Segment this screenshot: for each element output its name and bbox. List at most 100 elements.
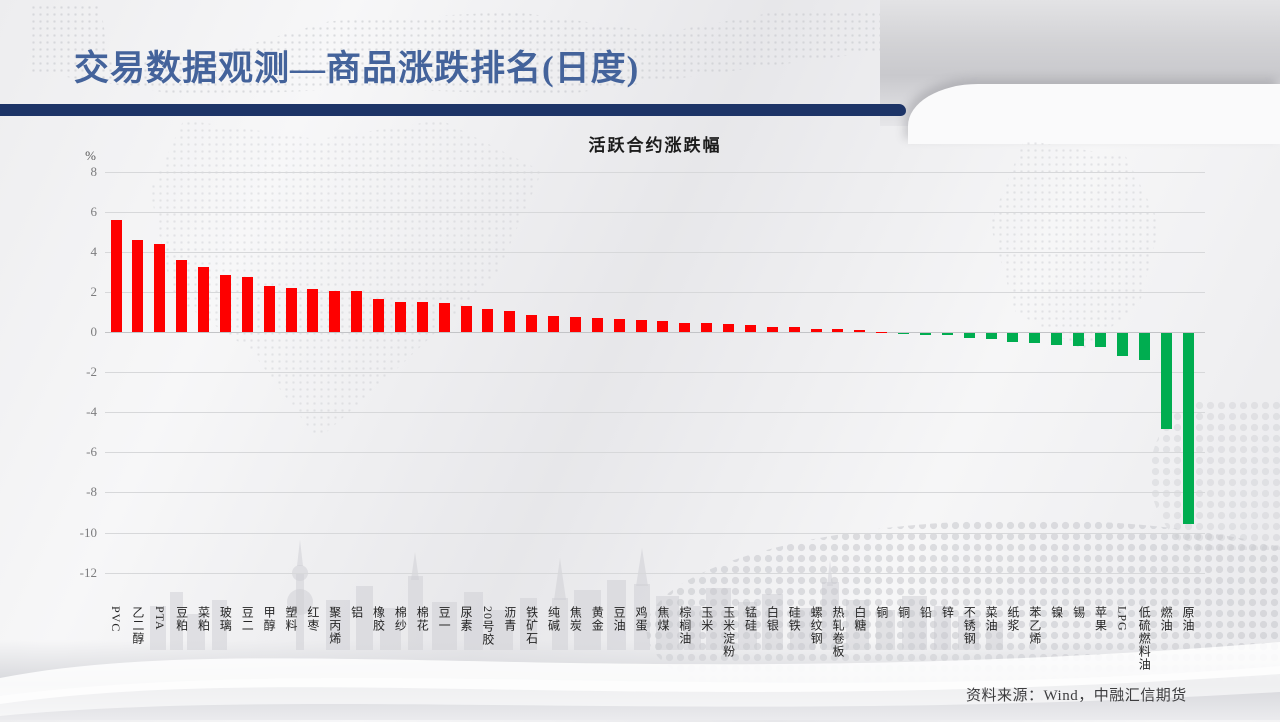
x-axis-label: 尿素 [458,606,474,722]
bar-聚丙烯 [329,291,340,332]
x-axis-label: 棉纱 [392,606,408,722]
x-axis-label: 锰硅 [742,606,758,722]
y-axis-tick-label: -6 [55,444,97,460]
gridline [105,212,1205,213]
gridline [105,492,1205,493]
y-axis-unit-label: % [60,148,96,164]
y-axis-tick-label: 0 [55,324,97,340]
x-axis-label: 纯碱 [546,606,562,722]
x-axis-label: 豆油 [611,606,627,722]
bar-尿素 [461,306,472,332]
bar-PVC [111,220,122,332]
gridline [105,372,1205,373]
x-axis-label: 铜 [874,606,890,722]
bar-菜粕 [198,267,209,332]
gridline [105,412,1205,413]
bar-锰硅 [745,325,756,332]
x-axis-label: 鸡蛋 [633,606,649,722]
bar-纯碱 [548,316,559,332]
y-axis-tick-label: -4 [55,404,97,420]
bar-菜油 [986,333,997,339]
bar-玉米淀粉 [723,324,734,332]
bar-豆粕 [176,260,187,332]
bar-棕榈油 [679,323,690,332]
bar-硅铁 [789,327,800,332]
bar-热轧卷板 [832,329,843,332]
gridline [105,573,1205,574]
bar-豆油 [614,319,625,332]
x-axis-label: 20号胶 [480,606,496,722]
bar-锡 [1073,333,1084,346]
world-map-dots-chart [150,120,710,440]
bar-原油 [1183,333,1194,524]
bar-PTA [154,244,165,332]
bar-焦煤 [657,321,668,332]
bar-不锈钢 [964,333,975,338]
bar-焦炭 [570,317,581,332]
bar-铝 [351,291,362,332]
bar-铁矿石 [526,315,537,332]
x-axis-label: PVC [108,606,124,722]
bar-甲醇 [264,286,275,332]
bar-塑料 [286,288,297,332]
y-axis-tick-label: -12 [55,565,97,581]
bar-螺纹钢 [811,329,822,332]
x-axis-label: 铅 [917,606,933,722]
bar-玉米 [701,323,712,332]
bar-锌 [942,333,953,335]
x-axis-label: 黄金 [589,606,605,722]
bar-镍 [1051,333,1062,345]
gridline [105,452,1205,453]
x-axis-label: 棕榈油 [677,606,693,722]
bar-棉花 [417,302,428,332]
bar-黄金 [592,318,603,332]
x-axis-label: 豆一 [436,606,452,722]
bar-沥青 [504,311,515,332]
x-axis-label: 沥青 [502,606,518,722]
x-axis-label: 白糖 [852,606,868,722]
x-axis-label: 焦炭 [567,606,583,722]
bar-铅 [920,333,931,335]
bar-豆二 [242,277,253,332]
chart-title: 活跃合约涨跌幅 [105,131,1205,156]
y-axis-tick-label: 4 [55,244,97,260]
bar-玻璃 [220,275,231,332]
page-title: 交易数据观测—商品涨跌排名(日度) [74,40,974,91]
bar-乙二醇 [132,240,143,332]
x-axis-label: 棉花 [414,606,430,722]
source-attribution: 资料来源：Wind，中融汇信期货 [966,684,1187,705]
bar-白银 [767,327,778,332]
x-axis-label: 白银 [764,606,780,722]
y-axis-tick-label: 8 [55,164,97,180]
x-axis-label: PTA [152,606,168,722]
x-axis-label: 锌 [939,606,955,722]
x-axis-label: 铁矿石 [524,606,540,722]
x-axis-label: 豆粕 [174,606,190,722]
bar-苯乙烯 [1029,333,1040,343]
x-axis-label: 甲醇 [261,606,277,722]
bar-棉纱 [395,302,406,332]
bar-纸浆 [1007,333,1018,342]
title-divider-bar [0,104,906,116]
x-axis-label: 热轧卷板 [830,606,846,722]
x-axis-label: 乙二醇 [130,606,146,722]
bar-低硫燃料油 [1139,333,1150,360]
y-axis-tick-label: 2 [55,284,97,300]
bar-红枣 [307,289,318,332]
x-axis-label: 螺纹钢 [808,606,824,722]
x-axis-label: 铜 [896,606,912,722]
y-axis-tick-label: -8 [55,484,97,500]
x-axis-label: 橡胶 [371,606,387,722]
x-axis-label: 玉米 [699,606,715,722]
x-axis-label: 聚丙烯 [327,606,343,722]
x-axis-label: 玻璃 [217,606,233,722]
x-axis-label: 玉米淀粉 [721,606,737,722]
y-axis-tick-label: 6 [55,204,97,220]
x-axis-label: 硅铁 [786,606,802,722]
bar-燃油 [1161,333,1172,429]
bar-豆一 [439,303,450,332]
x-axis-label: 塑料 [283,606,299,722]
gridline [105,172,1205,173]
bar-20号胶 [482,309,493,332]
